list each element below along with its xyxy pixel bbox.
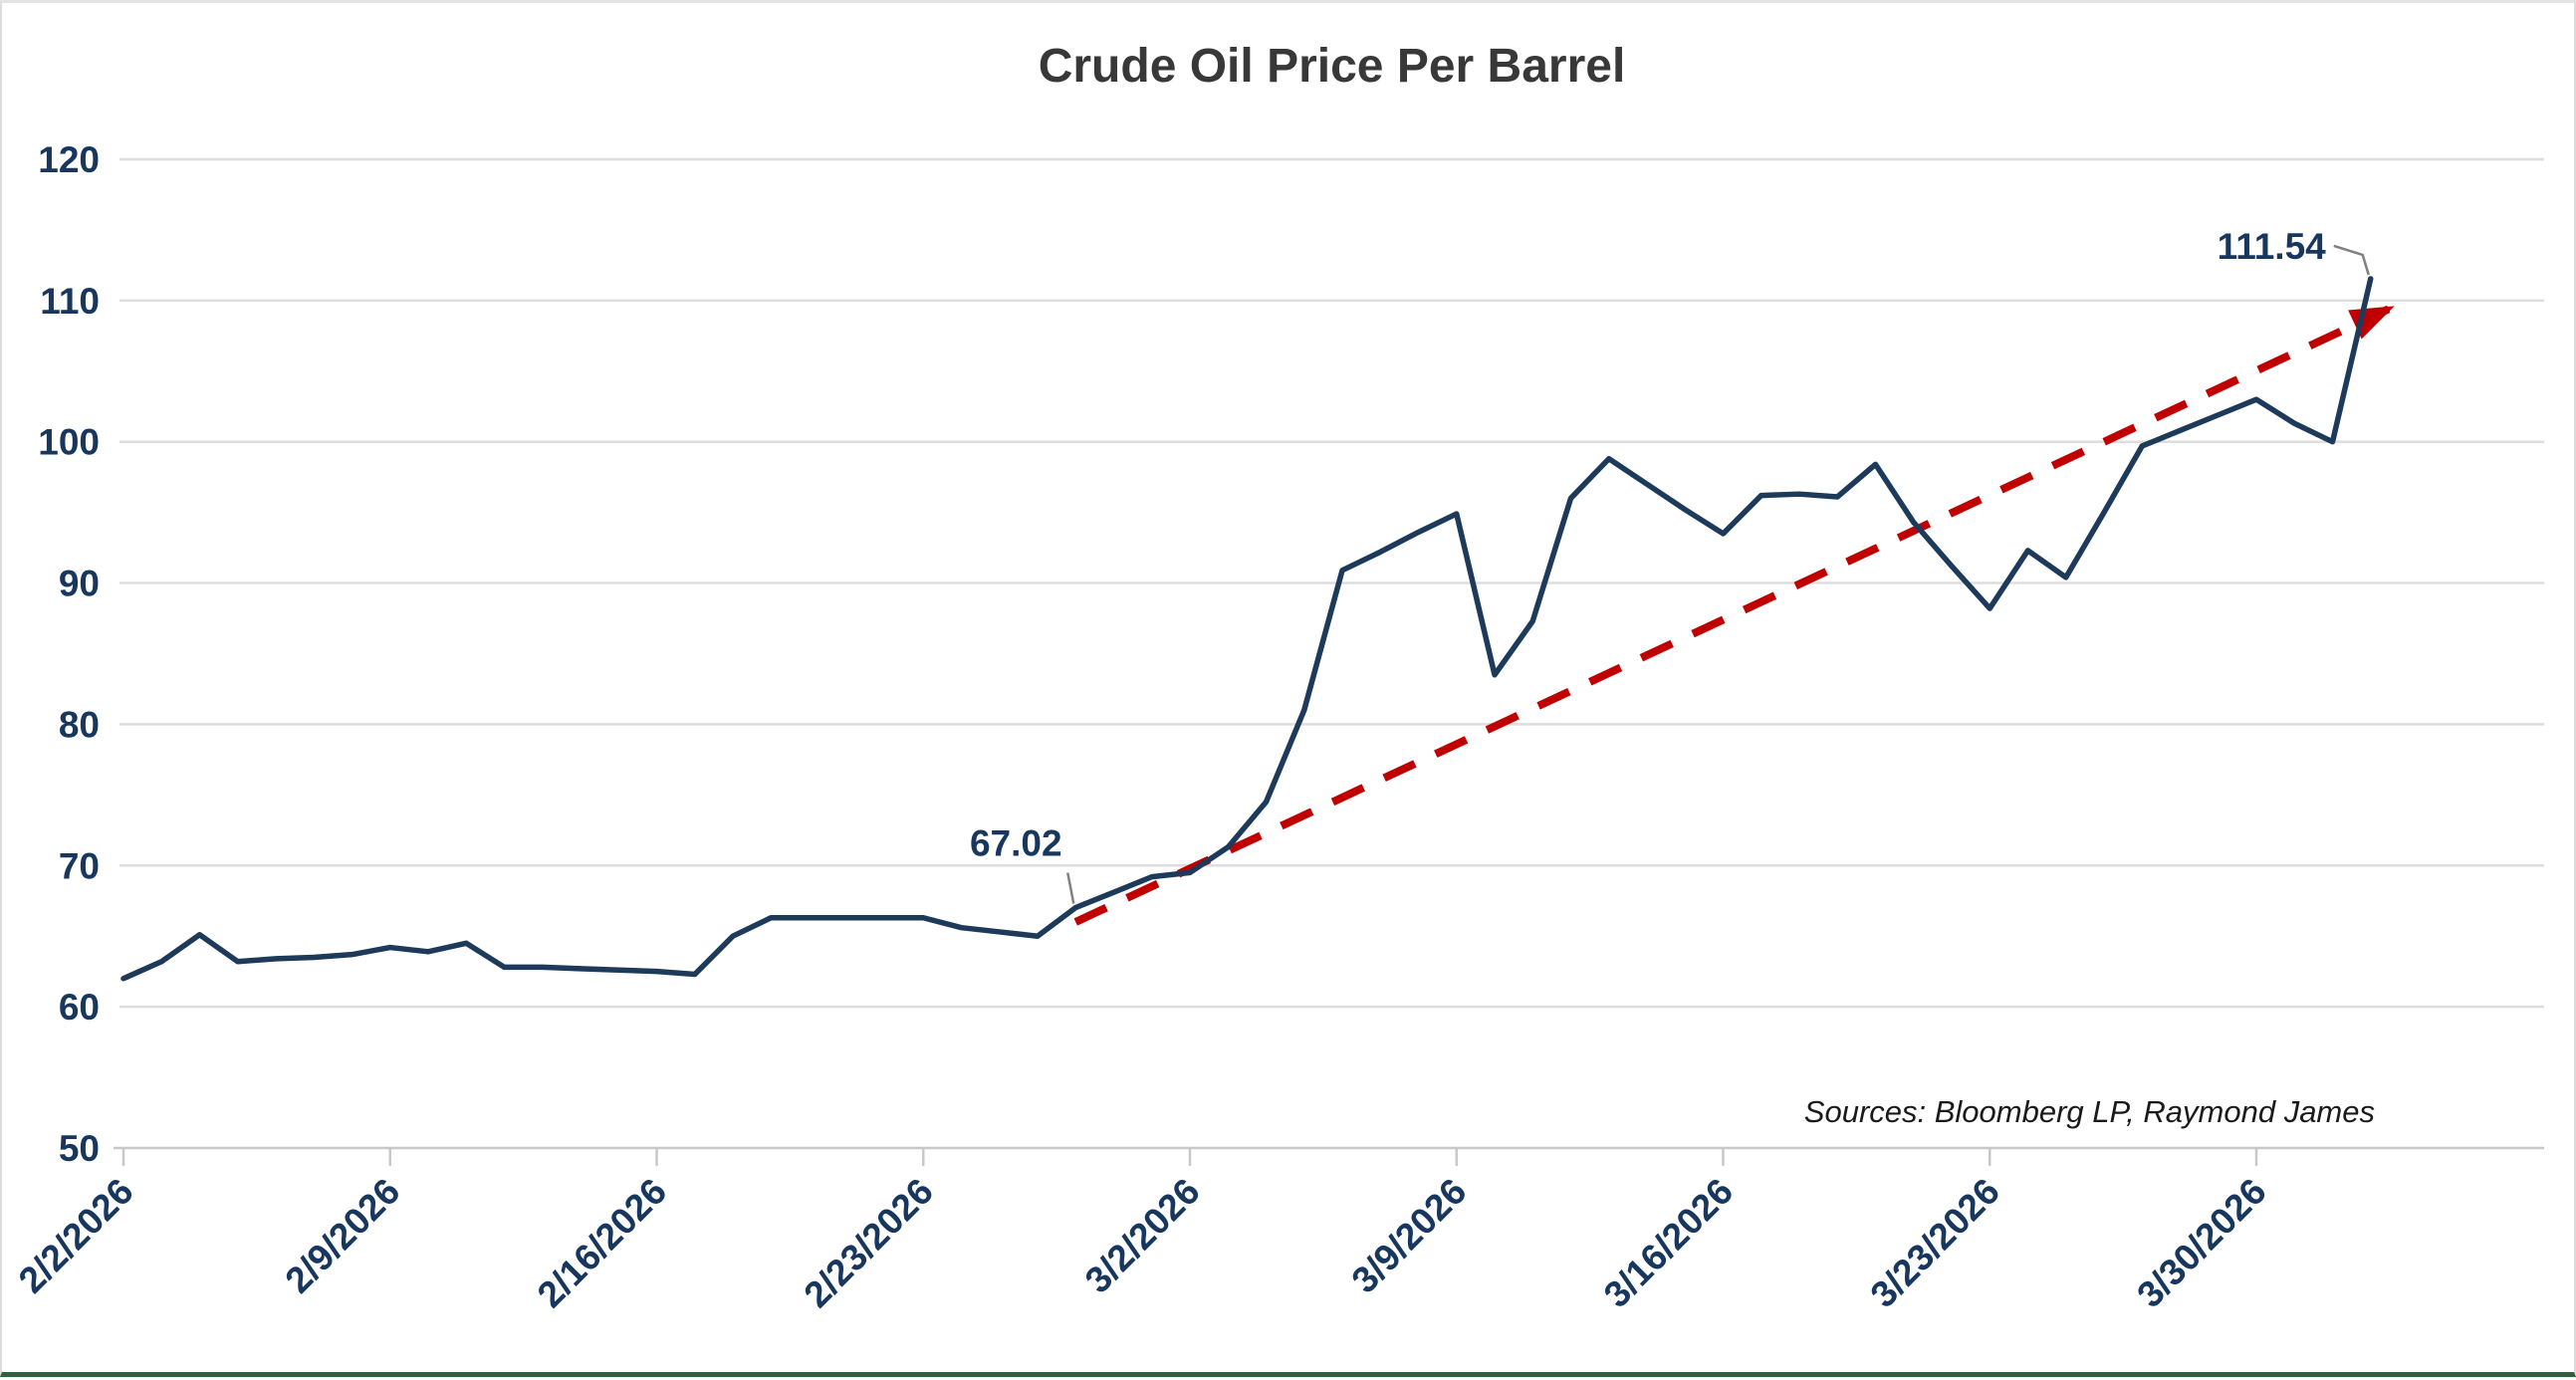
annotation-leader-111 (2333, 244, 2370, 276)
source-note: Sources: Bloomberg LP, Raymond James (1803, 1094, 2375, 1129)
annotation-leader-67 (1066, 872, 1075, 904)
x-axis-label-3/2/2026: 3/2/2026 (1077, 1171, 1208, 1301)
y-axis-label-70: 70 (59, 845, 100, 886)
annotation-value-67: 67.02 (970, 823, 1062, 864)
chart-title: Crude Oil Price Per Barrel (1038, 40, 1626, 93)
y-axis-label-90: 90 (59, 564, 100, 604)
y-axis-label-50: 50 (59, 1128, 100, 1169)
x-axis-label-3/16/2026: 3/16/2026 (1596, 1171, 1741, 1315)
y-axis-label-110: 110 (40, 281, 100, 322)
x-axis-label-3/23/2026: 3/23/2026 (1863, 1171, 2007, 1315)
annotation-value-111: 111.54 (2218, 226, 2327, 267)
trend-line (1073, 305, 2391, 926)
y-axis-label-80: 80 (59, 704, 100, 745)
y-axis-label-60: 60 (59, 987, 100, 1028)
x-axis-label-2/9/2026: 2/9/2026 (278, 1171, 408, 1301)
x-axis-label-2/23/2026: 2/23/2026 (797, 1171, 941, 1315)
y-axis-label-120: 120 (38, 139, 100, 180)
y-axis-label-100: 100 (38, 422, 100, 463)
price-series-line (120, 276, 2374, 982)
x-axis-label-2/16/2026: 2/16/2026 (530, 1171, 674, 1315)
crude-oil-line-chart: 50 60 70 80 90 100 110 120 2/2/2026 2/9/2026 2/16/… (11, 139, 2544, 1315)
x-axis-label-3/9/2026: 3/9/2026 (1344, 1171, 1475, 1301)
x-axis-label-2/2/2026: 2/2/2026 (11, 1171, 141, 1301)
x-axis-label-3/30/2026: 3/30/2026 (2129, 1171, 2273, 1315)
